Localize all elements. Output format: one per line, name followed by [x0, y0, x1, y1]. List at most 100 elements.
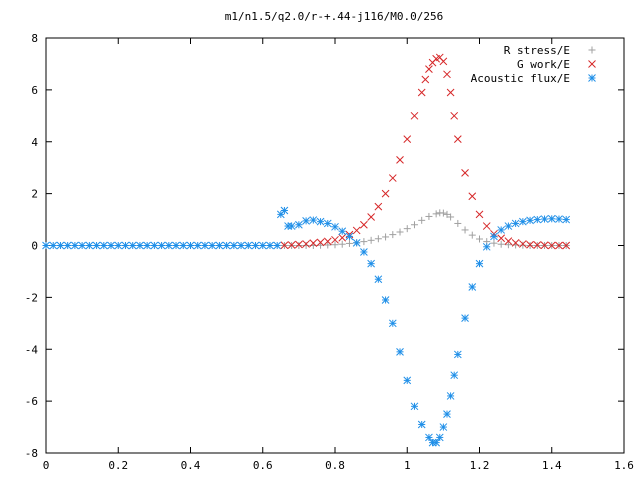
x-tick-label: 1.2 [470, 459, 490, 472]
data-point [345, 239, 353, 247]
data-point [511, 219, 520, 228]
data-point [562, 215, 571, 224]
data-point [461, 314, 469, 322]
data-point [114, 241, 123, 250]
data-point [418, 216, 426, 224]
data-point [450, 111, 459, 120]
data-point [540, 241, 549, 250]
data-point [403, 135, 412, 144]
data-point [439, 57, 448, 66]
data-point [360, 248, 368, 256]
data-point [428, 438, 437, 447]
data-point [504, 222, 513, 230]
data-point [266, 241, 274, 250]
data-point [475, 259, 484, 268]
data-point [121, 241, 130, 250]
x-tick-label: 0.2 [108, 459, 128, 472]
data-point [331, 222, 339, 231]
series-2 [42, 206, 571, 447]
data-point [186, 241, 195, 250]
data-point [453, 350, 462, 359]
data-point [518, 217, 527, 226]
data-point [316, 217, 325, 226]
x-tick-label: 1 [404, 459, 411, 472]
data-point [309, 239, 318, 248]
data-point [417, 420, 426, 429]
data-point [42, 241, 50, 250]
data-point [92, 241, 101, 250]
data-point [136, 241, 144, 250]
data-point [425, 65, 433, 73]
data-point [56, 241, 65, 250]
data-point [439, 423, 448, 431]
data-point [490, 239, 498, 247]
data-point [497, 234, 506, 243]
data-point [417, 88, 426, 97]
data-point [396, 347, 404, 356]
data-point [338, 240, 346, 248]
data-point [511, 239, 520, 247]
data-point [443, 410, 451, 418]
data-point [128, 241, 137, 250]
data-point [244, 241, 253, 250]
legend-marker [588, 46, 596, 54]
data-point [331, 241, 339, 249]
data-point [381, 189, 390, 198]
data-point [381, 296, 390, 304]
data-point [519, 241, 527, 249]
y-tick-label: 6 [31, 84, 38, 97]
data-marks [42, 53, 571, 447]
data-point [533, 241, 542, 249]
data-point [425, 433, 433, 442]
data-point [164, 241, 173, 250]
legend-marker [588, 74, 596, 82]
data-point [476, 235, 483, 243]
data-point [450, 371, 459, 380]
y-tick-label: 0 [31, 240, 38, 253]
data-point [432, 438, 441, 447]
data-point [410, 402, 419, 411]
data-point [482, 222, 491, 230]
data-point [389, 231, 397, 239]
data-point [63, 241, 72, 250]
data-point [468, 192, 477, 201]
data-point [338, 227, 347, 236]
data-point [374, 275, 383, 284]
axis-ticks: 0 0.2 0.4 0.6 0.8 1 1.2 1.4 1.6 -8 -6 -4 -2 0 2 4 6 8 [25, 32, 634, 472]
legend-label: G work/E [517, 58, 570, 71]
series-0 [280, 209, 570, 249]
y-tick-label: 8 [31, 32, 38, 45]
data-point [461, 169, 469, 177]
data-point [331, 235, 339, 244]
data-point [526, 240, 534, 249]
data-point [215, 241, 224, 250]
data-point [323, 219, 332, 228]
x-tick-label: 1.6 [614, 459, 634, 472]
data-point [425, 212, 433, 220]
data-point [410, 221, 418, 229]
legend-label: R stress/E [504, 44, 570, 57]
data-point [302, 217, 310, 225]
data-point [540, 215, 549, 223]
data-point [201, 241, 209, 250]
data-point [251, 241, 260, 250]
data-point [547, 241, 556, 250]
data-point [533, 215, 542, 224]
data-point [504, 237, 513, 245]
data-point [497, 240, 505, 248]
data-point [447, 213, 455, 221]
data-point [396, 156, 404, 164]
y-tick-label: -6 [25, 395, 38, 408]
data-point [71, 241, 79, 250]
y-tick-label: -4 [25, 343, 39, 356]
data-point [482, 242, 491, 251]
data-point [468, 231, 476, 239]
data-point [446, 88, 455, 97]
data-point [526, 242, 534, 249]
data-point [338, 233, 347, 242]
data-point [403, 376, 412, 385]
data-point [157, 241, 166, 250]
data-point [295, 242, 303, 249]
chart-title: m1/n1.5/q2.0/r-+.44-j116/M0.0/256 [225, 10, 444, 23]
